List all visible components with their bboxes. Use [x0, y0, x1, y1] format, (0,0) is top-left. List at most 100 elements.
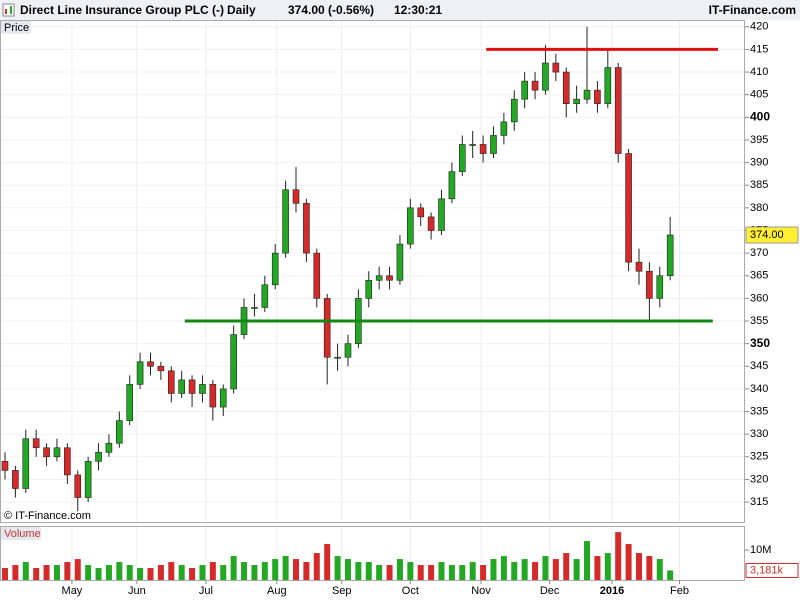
candle-body	[126, 384, 134, 421]
volume-bar	[334, 556, 341, 580]
x-tick-label: Nov	[471, 585, 491, 597]
volume-bar	[230, 556, 237, 580]
candle-body	[282, 189, 289, 254]
candle-body	[1, 461, 9, 471]
volume-bar	[344, 559, 351, 580]
candle-body	[157, 365, 165, 372]
volume-bar	[33, 568, 40, 580]
candle-body	[323, 298, 331, 358]
candle-body	[188, 379, 196, 394]
candle-body	[344, 343, 352, 358]
candle-body	[292, 189, 300, 204]
watermark: © IT-Finance.com	[4, 510, 91, 522]
candle-body	[43, 447, 50, 458]
y-tick-label: 325	[750, 451, 768, 463]
candle-body	[614, 67, 622, 154]
candle-body	[12, 470, 19, 489]
volume-bar	[178, 565, 185, 580]
volume-bar	[12, 565, 19, 580]
volume-bar	[22, 562, 29, 580]
y-tick-label: 360	[750, 292, 768, 304]
volume-bar	[438, 562, 445, 580]
candle-body	[303, 203, 310, 254]
candle-body	[64, 447, 71, 476]
candle-body	[448, 171, 456, 200]
candle-body	[479, 144, 487, 154]
y-tick-label: 400	[750, 109, 770, 123]
volume-bar	[251, 565, 258, 580]
period: Daily	[227, 3, 256, 17]
x-tick-label: Sep	[332, 585, 352, 597]
candle-body	[594, 89, 601, 105]
volume-bar	[594, 556, 601, 580]
candle-body	[646, 270, 653, 299]
volume-bar	[241, 562, 248, 580]
volume-bar	[74, 559, 81, 580]
candle-body	[365, 279, 373, 299]
volume-bar	[157, 565, 164, 580]
volume-bar	[417, 565, 424, 580]
candle-body	[147, 361, 154, 367]
candle-body	[136, 361, 144, 385]
volume-bar	[376, 565, 383, 580]
volume-bar	[396, 559, 403, 580]
volume-bar	[573, 559, 580, 580]
candle-body	[666, 234, 674, 277]
volume-bar	[615, 532, 622, 580]
candle-body	[573, 98, 580, 105]
volume-bar	[646, 556, 653, 580]
candle-body	[438, 198, 445, 231]
volume-bar	[469, 562, 476, 580]
x-tick-label: 2016	[600, 585, 624, 597]
chart-title: Direct Line Insurance Group PLC (-)	[20, 3, 224, 17]
time: 12:30:21	[394, 3, 442, 17]
volume-bar	[116, 562, 123, 580]
volume-bar	[293, 559, 300, 580]
volume-bar	[43, 565, 50, 580]
price-panel	[0, 20, 745, 523]
volume-bar	[604, 553, 611, 580]
y-tick-label: 350	[750, 336, 770, 350]
volume-bar	[459, 565, 466, 580]
volume-bar	[282, 556, 289, 580]
volume-bar	[428, 565, 435, 580]
volume-bar	[220, 565, 227, 580]
last-price-label: 374.00	[750, 229, 784, 241]
candle-body	[178, 379, 185, 394]
plot	[0, 20, 745, 580]
candle-body	[271, 252, 279, 286]
panel-label-bg	[1, 527, 41, 540]
volume-bar	[64, 562, 71, 580]
candle-body	[32, 438, 40, 449]
candle-body	[167, 370, 175, 394]
candle-body	[219, 388, 227, 408]
volume-bar	[313, 553, 320, 580]
candle-body	[375, 275, 383, 281]
candle-body	[625, 153, 632, 263]
candle-body	[251, 307, 258, 309]
candle-body	[95, 451, 102, 462]
chart-icon	[2, 3, 15, 17]
candle-body	[209, 384, 217, 408]
y-tick-label: 415	[750, 43, 768, 55]
x-tick-label: Jul	[199, 585, 213, 597]
volume-bar	[147, 568, 154, 580]
candle-body	[552, 62, 560, 73]
volume-bar	[656, 559, 663, 580]
last-price-box	[745, 226, 799, 244]
volume-bar	[95, 568, 102, 580]
volume-bar	[584, 541, 591, 580]
volume-bar	[635, 553, 642, 580]
volume-bar	[667, 570, 674, 580]
volume-bar	[85, 565, 92, 580]
volume-bar	[448, 565, 455, 580]
y-tick-label: 340	[750, 383, 768, 395]
volume-bar	[189, 568, 196, 580]
volume-bar	[500, 556, 507, 580]
y-tick-label: 410	[750, 66, 768, 78]
volume-bar	[272, 559, 279, 580]
price-label: Price	[4, 22, 29, 34]
chart-icon	[10, 6, 12, 14]
volume-bar	[511, 562, 518, 580]
